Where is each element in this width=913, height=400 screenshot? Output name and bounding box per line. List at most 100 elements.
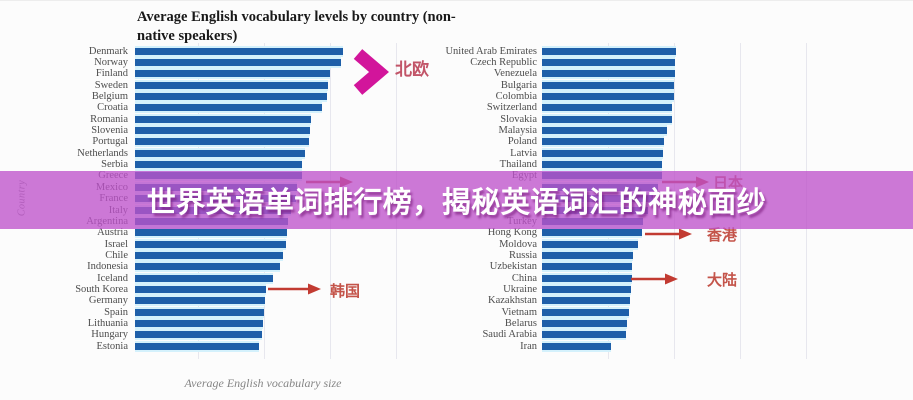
mainland-annotation-label: 大陆 [707, 273, 738, 289]
bar-row-label: Romania [90, 113, 128, 125]
bar-row-label: China [511, 272, 537, 284]
bar-row-label: Belarus [504, 318, 537, 329]
bar [135, 249, 283, 261]
bar-row-label: Kazakhstan [488, 295, 537, 307]
bar [135, 329, 262, 341]
bar-row-label: Hong Kong [487, 227, 537, 239]
korea-arrow-icon [267, 282, 321, 301]
bar-row-label: Israel [104, 238, 128, 250]
bar [135, 261, 280, 273]
bar-row-label: Netherlands [77, 147, 128, 159]
bar [135, 56, 341, 68]
bar [135, 102, 322, 114]
bar-row-label: Moldova [499, 238, 537, 250]
nordics-chevron-icon [351, 48, 393, 101]
bar [542, 306, 629, 318]
bar-row-label: Serbia [101, 159, 128, 171]
bar-row-label: Spain [104, 306, 128, 318]
bar [135, 283, 266, 295]
overlay-title: 世界英语单词排行榜，揭秘英语词汇的神秘面纱 [146, 187, 767, 219]
bar-row-label: Germany [88, 295, 128, 307]
bar-row-label: Portugal [92, 136, 128, 148]
bar-row-label: Estonia [96, 340, 129, 352]
bar [135, 113, 311, 125]
bar-row-label: Venezuela [493, 68, 537, 80]
bar [135, 45, 343, 57]
bar-row-label: Iceland [97, 272, 128, 284]
bar-row-label: Austria [97, 227, 128, 239]
bar [542, 136, 664, 148]
overlay-banner [0, 171, 913, 229]
bar-row-label: Thailand [499, 159, 537, 171]
bar-row-label: Croatia [97, 102, 128, 114]
x-axis-label: Average English vocabulary size [184, 376, 342, 390]
bar-row-label: Ukraine [503, 283, 537, 295]
bar [135, 136, 309, 148]
bar-row-label: Uzbekistan [489, 261, 537, 273]
bar-row-label: Chile [105, 249, 128, 261]
bar-row-label: South Korea [75, 283, 128, 295]
bar-row-label: Hungary [91, 329, 128, 341]
bar-row-label: Malaysia [498, 125, 538, 137]
bar [542, 147, 663, 159]
mainland-arrow-icon [630, 272, 678, 291]
bar [542, 125, 667, 137]
bar-row-label: United Arab Emirates [445, 45, 537, 57]
bar-row-label: Slovenia [91, 125, 128, 137]
bar [542, 295, 630, 307]
bar [135, 159, 302, 171]
nordics-annotation-label: 北欧 [395, 60, 429, 79]
chart-title-line-2: native speakers) [137, 27, 238, 44]
bar [135, 68, 330, 80]
hongkong-annotation-label: 香港 [707, 228, 738, 244]
bar [135, 318, 263, 329]
bar [135, 91, 327, 102]
chart-title: Average English vocabulary levels by cou… [137, 8, 497, 46]
bar [135, 295, 265, 307]
bar-row-label: Iran [520, 340, 537, 352]
chart-title-line-1: Average English vocabulary levels by cou… [137, 9, 456, 25]
bar [542, 56, 675, 68]
bar-row-label: Bulgaria [500, 79, 537, 91]
bar [135, 238, 286, 250]
bar [542, 261, 632, 273]
bar [542, 45, 676, 57]
bar [542, 283, 631, 295]
bar-row-label: Denmark [88, 45, 128, 57]
bar [135, 306, 264, 318]
bar [542, 68, 675, 80]
bar-row-label: Latvia [510, 147, 537, 159]
bar [542, 238, 638, 250]
bar [135, 79, 328, 91]
bar [135, 125, 310, 137]
bar [542, 249, 633, 261]
bar-row-label: Russia [508, 249, 537, 261]
korea-annotation-label: 韩国 [330, 284, 361, 300]
bar-row-label: Lithuania [87, 318, 128, 329]
bar [542, 272, 632, 284]
bar [542, 113, 672, 125]
bar-row-label: Indonesia [87, 261, 128, 273]
bar [542, 340, 611, 352]
bar [542, 91, 674, 102]
bar [542, 79, 674, 91]
bar-row-label: Belgium [91, 91, 128, 102]
hongkong-arrow-icon [644, 227, 692, 246]
bar [542, 329, 626, 341]
bar-row-label: Vietnam [501, 306, 537, 318]
bar [542, 159, 662, 171]
bar [135, 147, 305, 159]
bar-row-label: Norway [94, 56, 128, 68]
bar [542, 318, 627, 329]
bar-row-label: Colombia [495, 91, 537, 102]
bar-row-label: Finland [95, 68, 128, 80]
bar [135, 340, 259, 352]
bar-row-label: Slovakia [500, 113, 537, 125]
bar-row-label: Switzerland [486, 102, 537, 114]
bar-row-label: Saudi Arabia [482, 329, 537, 341]
bar-row-label: Czech Republic [470, 56, 537, 68]
bar [135, 272, 273, 284]
bar-row-label: Sweden [94, 79, 128, 91]
bar [542, 102, 672, 114]
